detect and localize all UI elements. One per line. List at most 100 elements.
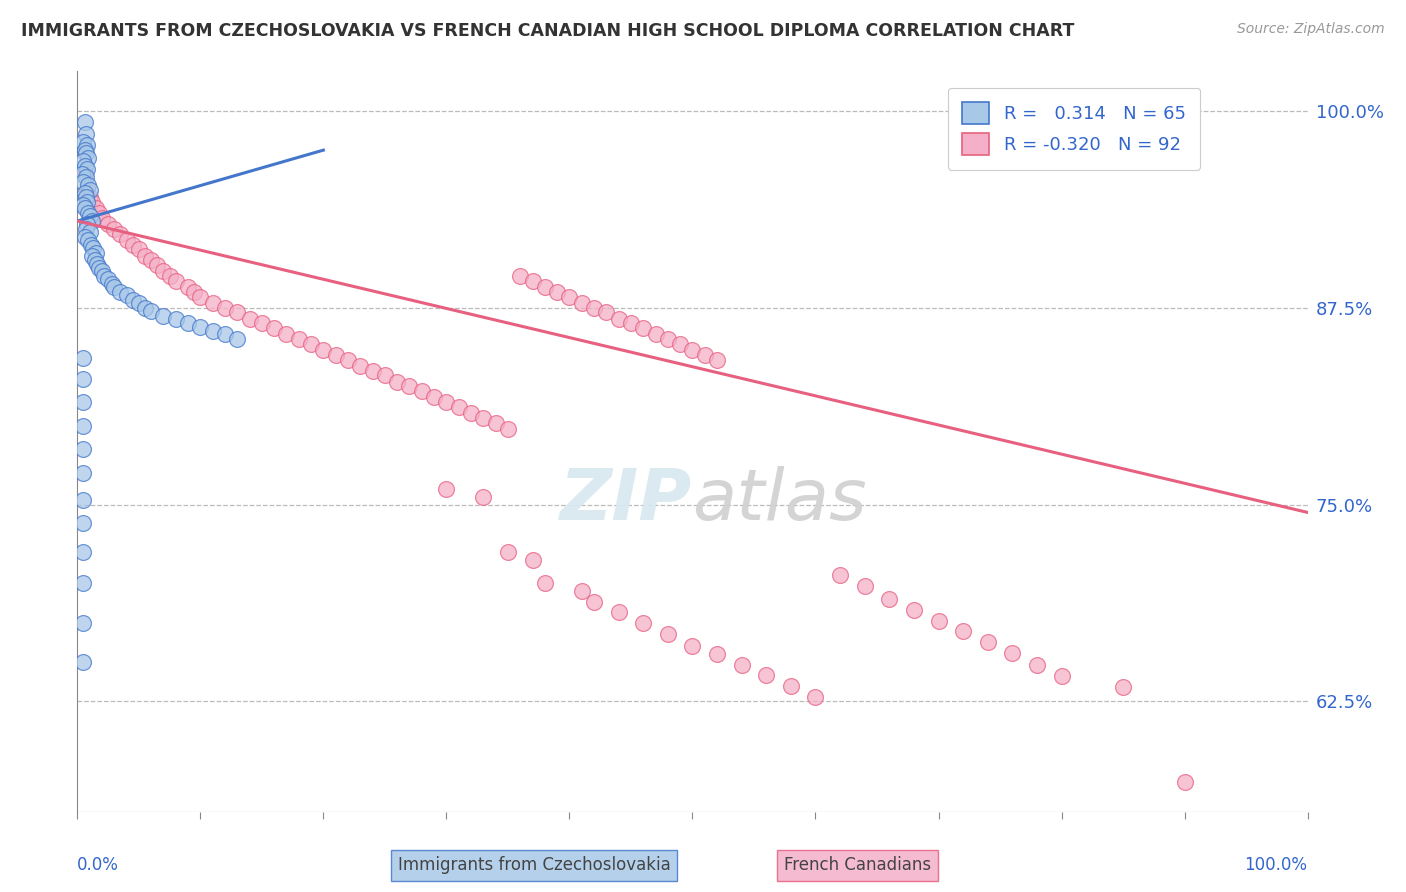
Point [682, 343, 704, 358]
Point [72, 655, 94, 669]
Point [250, 317, 273, 331]
Point [76, 195, 98, 210]
Point [239, 311, 262, 326]
Point [146, 258, 169, 272]
Point [72, 418, 94, 433]
Point [159, 269, 181, 284]
Point [263, 321, 285, 335]
Point [73, 143, 96, 157]
Point [79, 182, 101, 196]
Point [75, 169, 97, 184]
Point [201, 324, 224, 338]
Point [928, 614, 950, 628]
Text: ZIP: ZIP [560, 467, 693, 535]
Point [337, 352, 360, 367]
Point [73, 229, 96, 244]
Point [325, 348, 347, 362]
Point [80, 237, 103, 252]
Point [201, 296, 224, 310]
Point [72, 175, 94, 189]
Point [546, 285, 568, 299]
Point [349, 359, 371, 373]
Point [706, 647, 728, 661]
Point [558, 290, 581, 304]
Point [103, 280, 125, 294]
Point [1001, 646, 1024, 660]
Point [165, 311, 187, 326]
Point [804, 690, 827, 704]
Point [72, 516, 94, 531]
Point [72, 576, 94, 591]
Point [72, 154, 94, 169]
Point [633, 321, 655, 335]
Point [72, 615, 94, 630]
Point [607, 311, 630, 326]
Point [82, 241, 104, 255]
Point [101, 277, 124, 291]
Point [879, 592, 901, 607]
Point [75, 146, 97, 161]
Point [84, 202, 107, 216]
Point [436, 482, 458, 496]
Point [84, 245, 107, 260]
Point [72, 351, 94, 365]
Point [583, 595, 606, 609]
Point [110, 285, 132, 299]
Point [1050, 669, 1073, 683]
Point [472, 490, 495, 504]
Point [780, 679, 803, 693]
Point [76, 161, 98, 176]
Point [595, 305, 617, 319]
Point [75, 190, 97, 204]
Point [385, 375, 409, 389]
Point [75, 128, 97, 142]
Point [82, 195, 104, 210]
Text: 100.0%: 100.0% [1244, 856, 1308, 874]
Point [534, 576, 557, 591]
Point [97, 217, 120, 231]
Point [830, 568, 852, 582]
Point [693, 348, 716, 362]
Point [731, 658, 754, 673]
Point [76, 138, 98, 153]
Point [644, 327, 666, 342]
Point [72, 466, 94, 480]
Point [90, 211, 114, 225]
Point [571, 296, 593, 310]
Point [633, 615, 655, 630]
Point [77, 233, 100, 247]
Point [128, 243, 150, 257]
Point [76, 182, 98, 196]
Point [226, 305, 249, 319]
Text: Source: ZipAtlas.com: Source: ZipAtlas.com [1237, 22, 1385, 37]
Point [152, 264, 174, 278]
Point [73, 159, 96, 173]
Point [522, 274, 544, 288]
Point [669, 337, 692, 351]
Point [82, 249, 104, 263]
Point [79, 209, 101, 223]
Point [72, 135, 94, 149]
Point [472, 411, 495, 425]
Text: French Canadians: French Canadians [785, 856, 931, 874]
Point [72, 198, 94, 212]
Point [534, 280, 557, 294]
Point [583, 301, 606, 315]
Point [620, 317, 643, 331]
Point [571, 584, 593, 599]
Point [288, 332, 311, 346]
Point [952, 624, 974, 638]
Point [128, 296, 150, 310]
Text: Immigrants from Czechoslovakia: Immigrants from Czechoslovakia [398, 856, 671, 874]
Point [115, 233, 138, 247]
Point [496, 545, 519, 559]
Point [79, 225, 101, 239]
Point [398, 379, 420, 393]
Point [72, 442, 94, 457]
Point [90, 264, 114, 278]
Point [1174, 774, 1197, 789]
Point [436, 395, 458, 409]
Point [755, 667, 778, 681]
Point [72, 371, 94, 385]
Point [657, 626, 679, 640]
